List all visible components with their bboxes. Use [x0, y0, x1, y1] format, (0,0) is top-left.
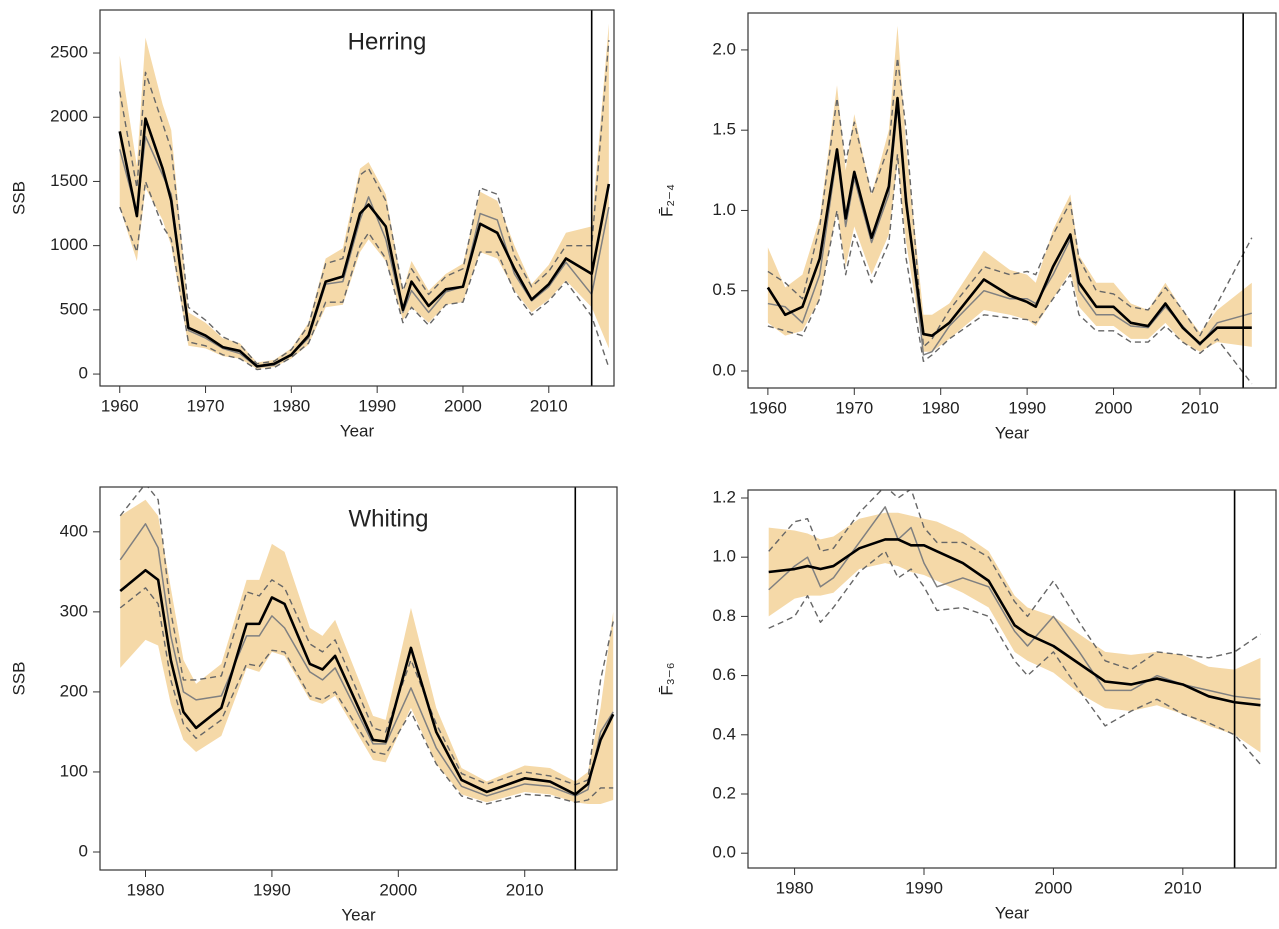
series-line — [119, 587, 614, 805]
y-tick-label: 2.0 — [712, 39, 736, 58]
x-tick-label: 2000 — [1034, 878, 1072, 897]
x-tick-label: 2010 — [1164, 878, 1202, 897]
x-tick-label: 1980 — [272, 396, 310, 415]
series-line — [119, 40, 610, 365]
x-tick-label: 2010 — [506, 880, 544, 899]
y-tick-label: 100 — [60, 761, 88, 780]
y-tick-label: 0 — [79, 364, 88, 383]
y-tick-label: 0.0 — [712, 360, 736, 379]
y-tick-label: 1000 — [50, 235, 88, 254]
series-line — [119, 135, 610, 368]
x-axis-label: Year — [340, 421, 375, 440]
x-tick-label: 1980 — [776, 878, 814, 897]
x-tick-label: 1980 — [922, 398, 960, 417]
confidence-band — [119, 23, 609, 369]
plot-frame — [747, 489, 1277, 869]
y-tick-label: 200 — [60, 681, 88, 700]
plot-frame — [99, 9, 615, 387]
y-tick-label: 0.6 — [712, 665, 736, 684]
series-line — [118, 117, 611, 368]
x-axis-label: Year — [995, 423, 1030, 442]
panel-annotation: Herring — [348, 28, 427, 55]
series-line — [767, 153, 1253, 385]
y-tick-label: 1.5 — [712, 120, 736, 139]
y-axis-label: F̄₂₋₄ — [657, 184, 676, 217]
series-line — [768, 550, 1261, 765]
x-tick-label: 2010 — [530, 396, 568, 415]
x-tick-label: 2000 — [444, 396, 482, 415]
x-tick-label: 1970 — [835, 398, 873, 417]
y-axis-label: SSB — [9, 661, 28, 695]
series-line — [768, 538, 1261, 707]
x-tick-label: 1970 — [187, 396, 225, 415]
y-tick-label: 300 — [60, 601, 88, 620]
series-line — [768, 490, 1261, 671]
x-tick-label: 1990 — [1008, 398, 1046, 417]
series-line — [768, 506, 1261, 701]
y-tick-label: 1.0 — [712, 547, 736, 566]
series-line — [119, 523, 614, 797]
confidence-band — [768, 512, 1261, 753]
x-axis-label: Year — [995, 903, 1030, 922]
x-tick-label: 2000 — [1095, 398, 1133, 417]
y-tick-label: 1.0 — [712, 200, 736, 219]
x-tick-label: 1990 — [253, 880, 291, 899]
series-line — [119, 568, 615, 796]
series-line — [119, 180, 610, 371]
y-tick-label: 1.2 — [712, 487, 736, 506]
panel-annotation: Whiting — [348, 505, 428, 532]
x-tick-label: 1960 — [101, 396, 139, 415]
y-tick-label: 500 — [60, 299, 88, 318]
x-tick-label: 1990 — [905, 878, 943, 897]
y-tick-label: 0.8 — [712, 606, 736, 625]
y-tick-label: 0.2 — [712, 783, 736, 802]
confidence-band — [767, 25, 1252, 352]
plot-frame — [747, 12, 1277, 389]
x-axis-label: Year — [341, 905, 376, 924]
y-tick-label: 0.4 — [712, 724, 736, 743]
confidence-band — [120, 499, 614, 804]
x-tick-label: 2000 — [379, 880, 417, 899]
y-tick-label: 0.0 — [712, 843, 736, 862]
y-tick-label: 2500 — [50, 43, 88, 62]
series-line — [766, 96, 1252, 345]
x-tick-label: 1960 — [749, 398, 787, 417]
y-tick-label: 0.5 — [712, 280, 736, 299]
series-line — [119, 487, 614, 786]
y-tick-label: 400 — [60, 521, 88, 540]
x-tick-label: 2010 — [1181, 398, 1219, 417]
y-tick-label: 0 — [79, 841, 88, 860]
y-axis-label: SSB — [9, 181, 28, 215]
x-tick-label: 1990 — [358, 396, 396, 415]
series-line — [767, 57, 1253, 348]
y-tick-label: 1500 — [50, 171, 88, 190]
y-tick-label: 2000 — [50, 107, 88, 126]
x-tick-label: 1980 — [127, 880, 165, 899]
y-axis-label: F̄₃₋₆ — [657, 662, 676, 695]
plot-frame — [99, 486, 618, 871]
